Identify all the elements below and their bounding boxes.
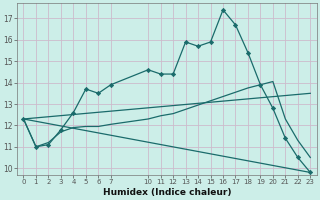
X-axis label: Humidex (Indice chaleur): Humidex (Indice chaleur) <box>103 188 231 197</box>
